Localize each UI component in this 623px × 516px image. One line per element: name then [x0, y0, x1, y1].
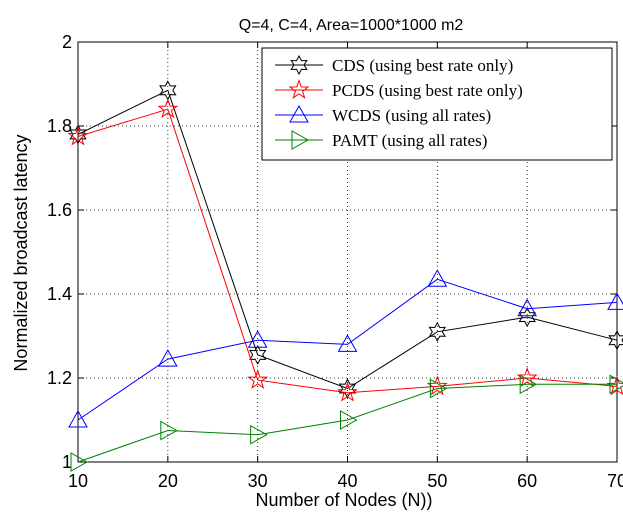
y-tick-label: 1	[62, 452, 72, 472]
y-tick-label: 1.6	[47, 200, 72, 220]
legend-box	[261, 47, 613, 161]
wcds-marker	[517, 298, 538, 317]
pamt-marker	[291, 130, 310, 150]
wcds-marker	[68, 409, 88, 428]
axis-ticks: 10 20 30 40 50 60 70 1 1.2 1.4 1.6 1.8 2	[47, 32, 623, 491]
cds-marker	[248, 344, 267, 365]
series-group	[67, 80, 623, 472]
y-axis-label: Normalized broadcast latency	[11, 134, 31, 371]
series-pamt	[70, 374, 623, 472]
series-line-pcds	[77, 108, 618, 394]
cds-marker	[69, 124, 87, 145]
pamt-marker	[70, 452, 89, 472]
pamt-marker	[429, 378, 448, 399]
pcds-marker	[288, 78, 310, 99]
wcds-marker	[289, 104, 309, 123]
legend-label: CDS (using best rate only)	[332, 56, 513, 75]
x-tick-label: 70	[607, 471, 623, 491]
series-wcds	[68, 269, 623, 428]
legend-label: PCDS (using best rate only)	[332, 81, 523, 100]
cds-marker	[290, 54, 308, 76]
legend: CDS (using best rate only) PCDS (using be…	[261, 47, 613, 161]
pcds-marker	[337, 381, 358, 402]
pcds-marker	[157, 98, 179, 119]
cds-marker	[608, 330, 623, 351]
x-tick-label: 60	[517, 471, 537, 491]
x-tick-label: 20	[158, 471, 178, 491]
chart-title: Q=4, C=4, Area=1000*1000 m2	[239, 17, 464, 34]
pamt-marker	[250, 424, 268, 445]
pamt-marker	[609, 374, 623, 395]
cds-marker	[428, 321, 447, 342]
series-line-pamt	[77, 383, 617, 463]
x-tick-label: 30	[248, 471, 268, 491]
pcds-marker	[67, 125, 89, 146]
pamt-marker	[160, 420, 178, 441]
wcds-marker	[157, 349, 178, 367]
legend-label: PAMT (using all rates)	[332, 131, 487, 150]
legend-label: WCDS (using all rates)	[332, 106, 491, 125]
cds-marker	[338, 378, 357, 399]
wcds-marker	[337, 334, 358, 352]
series-line-wcds	[77, 278, 618, 421]
series-cds	[69, 80, 623, 399]
wcds-marker	[427, 269, 448, 287]
x-tick-label: 10	[68, 471, 88, 491]
x-tick-label: 40	[337, 471, 357, 491]
pcds-marker	[247, 369, 269, 390]
wcds-marker	[607, 292, 623, 310]
pamt-marker	[340, 410, 358, 430]
x-axis-label: Number of Nodes (N))	[255, 490, 432, 510]
y-tick-label: 1.8	[47, 116, 72, 136]
y-tick-label: 1.2	[47, 368, 72, 388]
x-tick-label: 50	[427, 471, 447, 491]
y-tick-label: 1.4	[47, 284, 72, 304]
y-tick-label: 2	[62, 32, 72, 52]
pamt-marker	[519, 374, 538, 395]
wcds-marker	[247, 330, 268, 348]
series-line-cds	[77, 89, 618, 390]
